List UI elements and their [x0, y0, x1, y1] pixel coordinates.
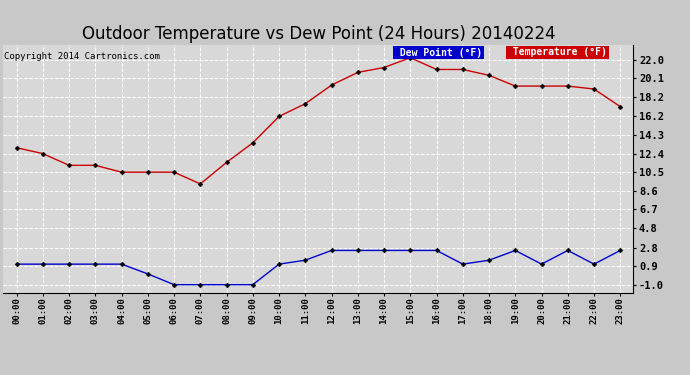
Text: Temperature (°F): Temperature (°F): [507, 48, 607, 57]
Text: Dew Point (°F): Dew Point (°F): [394, 48, 482, 57]
Title: Outdoor Temperature vs Dew Point (24 Hours) 20140224: Outdoor Temperature vs Dew Point (24 Hou…: [81, 26, 555, 44]
Text: Copyright 2014 Cartronics.com: Copyright 2014 Cartronics.com: [4, 53, 160, 62]
